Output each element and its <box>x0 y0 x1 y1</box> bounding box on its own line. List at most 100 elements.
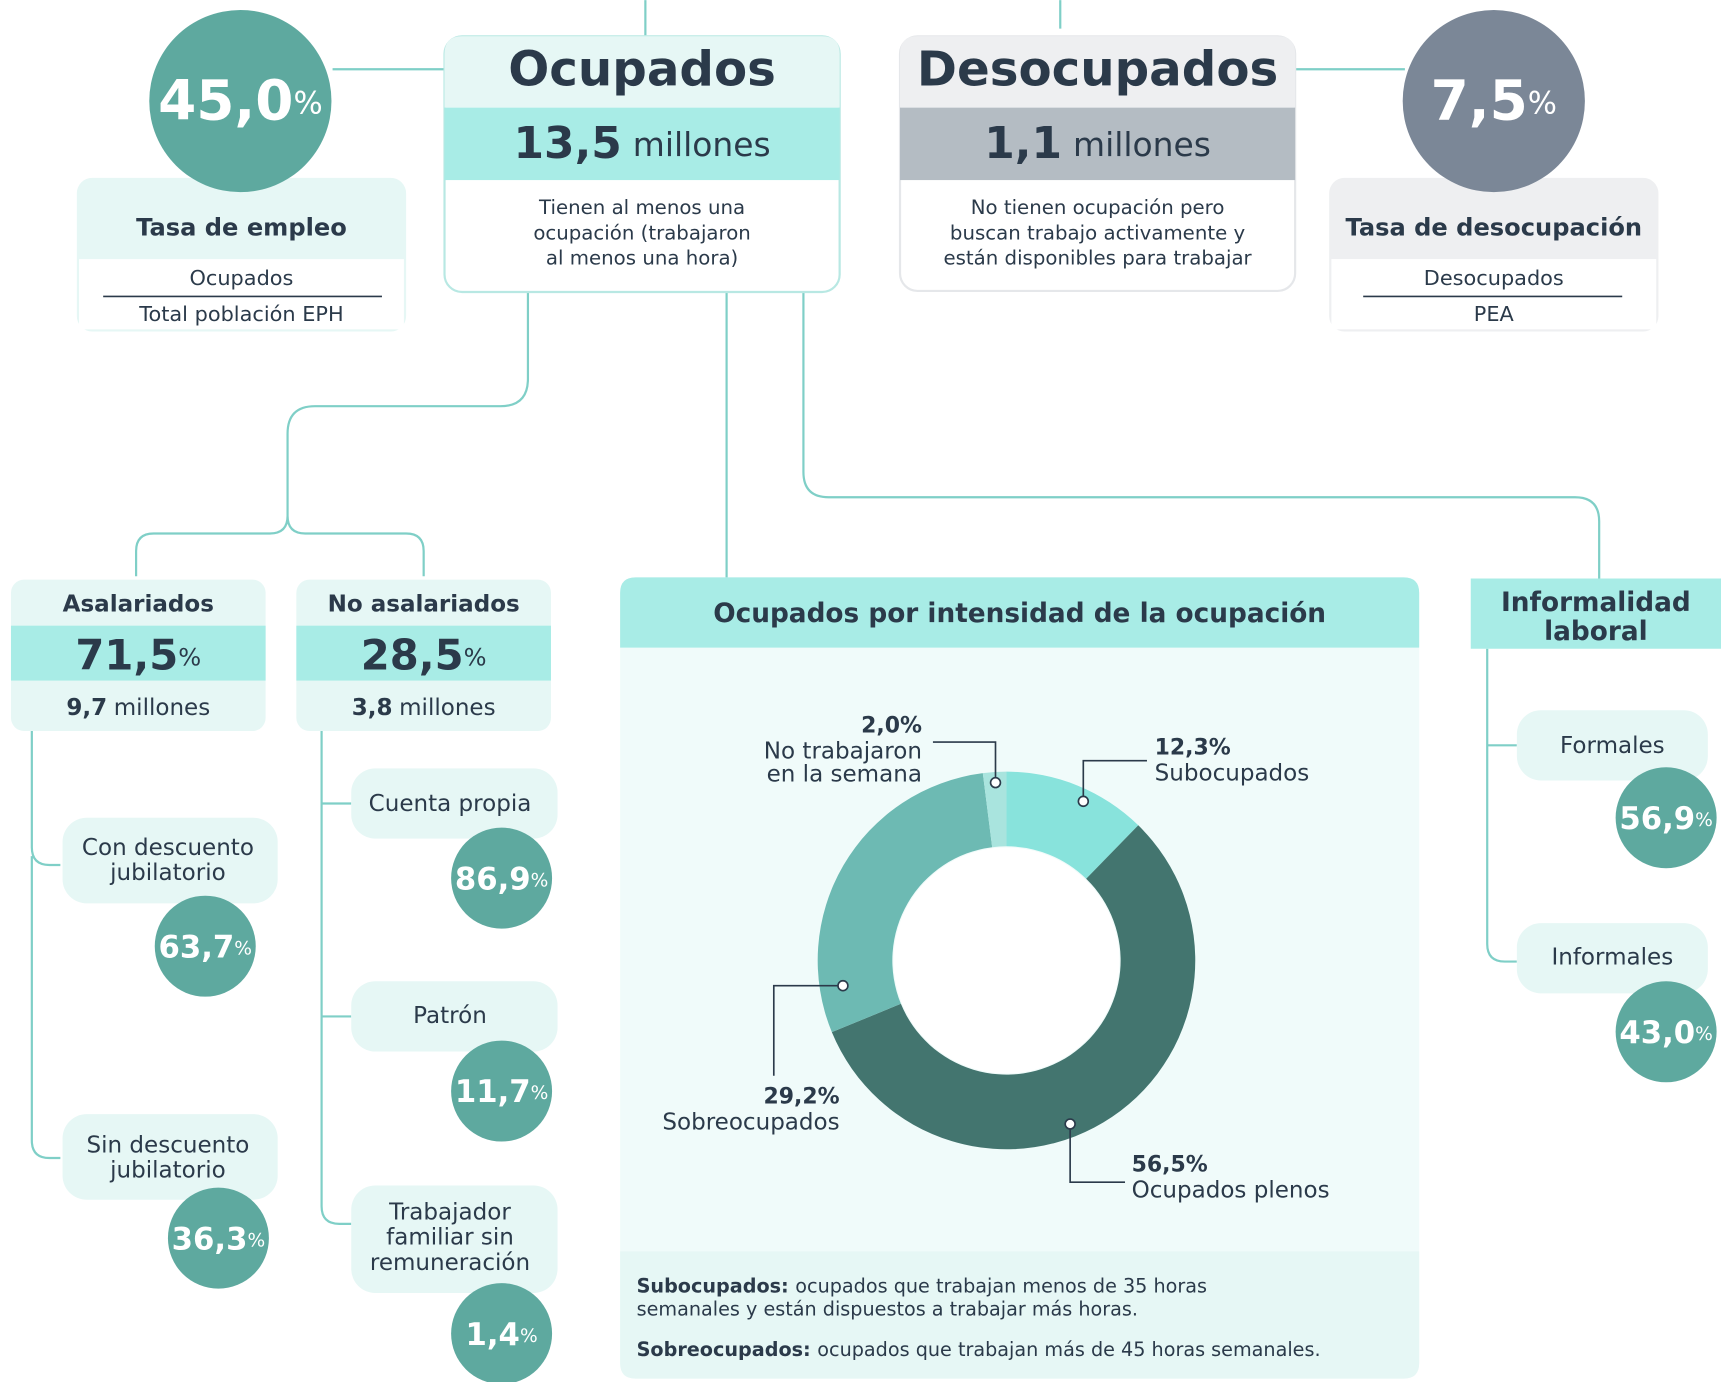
note-term: Sobreocupados: <box>637 1338 811 1361</box>
rate-circle <box>1615 981 1717 1083</box>
unit: % <box>1528 85 1557 121</box>
rate-circle <box>154 895 256 997</box>
pill <box>351 1185 558 1294</box>
donut-hole <box>893 847 1120 1074</box>
value-group: 3,8 millones <box>352 695 496 721</box>
label: Informalidad <box>1501 588 1691 618</box>
label: jubilatorio <box>109 1158 226 1184</box>
note-text: semanales y están dispuestos a trabajar … <box>637 1297 1138 1320</box>
value: 3,8 <box>352 695 393 721</box>
pill <box>351 768 558 839</box>
leader-dot <box>837 979 849 992</box>
value: 9,7 <box>66 695 107 721</box>
label: Sin descuento <box>86 1132 249 1158</box>
value-label: 56,5% <box>1132 1153 1208 1178</box>
label: Asalariados <box>63 591 214 617</box>
label: jubilatorio <box>109 860 226 886</box>
value: 11,7 <box>455 1074 531 1110</box>
value: 63,7 <box>158 929 234 965</box>
unit: % <box>293 85 322 121</box>
pill <box>1516 710 1708 781</box>
value-group: 28,5% <box>361 631 487 680</box>
note: Subocupados: ocupados que trabajan menos … <box>637 1274 1207 1297</box>
value-group: 1,1 millones <box>984 118 1211 169</box>
unit: millones <box>633 125 771 164</box>
band <box>10 625 266 681</box>
label: Tasa de empleo <box>136 213 347 241</box>
value: 1,1 <box>984 118 1062 169</box>
value-group: 36,3% <box>172 1221 266 1257</box>
rate-circle <box>451 1283 553 1382</box>
value-group: 63,7% <box>158 929 252 965</box>
value-group: 86,9% <box>455 861 549 897</box>
notes-box <box>620 1251 1420 1379</box>
value: 36,3 <box>172 1221 248 1257</box>
label: Cuenta propia <box>369 791 532 817</box>
note: Sobreocupados: ocupados que trabajan más … <box>637 1338 1321 1361</box>
unit: millones <box>399 695 496 721</box>
category-label: Sobreocupados <box>662 1109 839 1135</box>
panel-header <box>620 577 1420 648</box>
label: Total población EPH <box>138 302 343 326</box>
value: 45,0 <box>158 68 293 132</box>
value-label: 29,2% <box>764 1085 840 1110</box>
label: Informales <box>1551 945 1673 971</box>
leader-line <box>1082 759 1147 802</box>
value: 43,0 <box>1619 1014 1695 1050</box>
donut-segment <box>831 825 1196 1150</box>
value-group: 43,0% <box>1619 1014 1713 1050</box>
value: 71,5 <box>75 631 178 680</box>
unit: millones <box>114 695 211 721</box>
box-header <box>444 36 840 108</box>
unit: % <box>247 1230 265 1251</box>
leader-line <box>772 984 843 1076</box>
box <box>79 259 404 330</box>
label: PEA <box>1474 302 1515 326</box>
label: están disponibles para trabajar <box>943 247 1252 270</box>
rate-circle <box>1615 767 1717 869</box>
unit: % <box>178 644 201 672</box>
rate-circle <box>451 827 553 929</box>
unit: % <box>1695 809 1713 830</box>
value: 56,9 <box>1619 800 1695 836</box>
label: Con descuento <box>82 835 254 861</box>
unit: % <box>1695 1023 1713 1044</box>
box <box>1331 259 1657 330</box>
label: laboral <box>1544 617 1648 647</box>
category-label: Ocupados plenos <box>1132 1177 1330 1203</box>
pill <box>351 981 558 1052</box>
pill <box>1516 923 1708 994</box>
value: 28,5 <box>361 631 464 680</box>
label: buscan trabajo activamente y <box>950 221 1246 244</box>
label: Ocupados <box>189 266 293 290</box>
label: ocupación (trabajaron <box>533 221 751 244</box>
label: Ocupados por intensidad de la ocupación <box>713 599 1326 629</box>
leader-dot <box>1064 1118 1076 1130</box>
leader-dot <box>989 776 1002 789</box>
value-group: 7,5% <box>1431 68 1557 132</box>
label: No asalariados <box>328 591 520 617</box>
rate-circle <box>149 9 332 193</box>
note-text: ocupados que trabajan más de 45 horas se… <box>817 1338 1320 1361</box>
pill <box>62 817 278 904</box>
label: Tasa de desocupación <box>1345 213 1642 241</box>
value: 7,5 <box>1431 68 1528 132</box>
label: No tienen ocupación pero <box>971 196 1225 219</box>
value-label: 2,0% <box>861 714 922 739</box>
label: al menos una hora) <box>546 247 738 270</box>
label: Formales <box>1560 733 1665 759</box>
connectors <box>30 0 1601 1225</box>
category-label: Subocupados <box>1155 760 1310 786</box>
label: Tienen al menos una <box>538 196 745 219</box>
value-group: 1,4% <box>466 1316 538 1352</box>
label: Desocupados <box>917 42 1278 98</box>
value-group: 45,0% <box>158 68 323 132</box>
value: 86,9 <box>455 861 531 897</box>
donut-segment <box>982 771 1007 848</box>
box-header <box>900 36 1296 108</box>
label: Trabajador <box>388 1199 511 1225</box>
value-group: 9,7 millones <box>66 695 210 721</box>
note: semanales y están dispuestos a trabajar … <box>637 1297 1138 1320</box>
value-group: 11,7% <box>455 1074 549 1110</box>
